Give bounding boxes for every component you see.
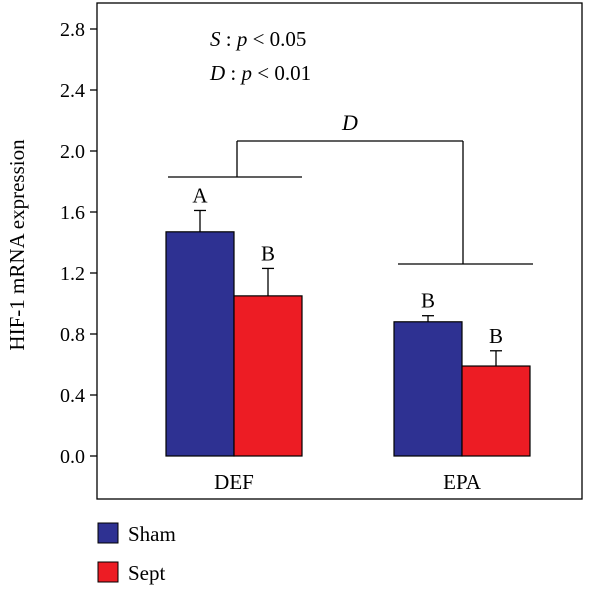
annotation-s: S : p < 0.05 <box>210 27 306 51</box>
legend-swatch-sham <box>97 522 119 544</box>
significance-letter: B <box>421 289 435 313</box>
bars <box>165 231 531 457</box>
y-tick-label: 0.8 <box>60 324 85 346</box>
significance-letter: B <box>261 241 275 265</box>
significance-letter: B <box>489 324 503 348</box>
legend: Sham Sept <box>97 522 176 585</box>
annotation-d: D : p < 0.01 <box>209 61 311 85</box>
y-tick-label: 2.4 <box>60 80 85 102</box>
legend-label-sham: Sham <box>128 522 176 546</box>
significance-letters: A B B B <box>192 183 503 347</box>
plot-frame <box>96 2 583 500</box>
bar-sham-def <box>165 231 235 457</box>
bar-sept-epa <box>461 365 531 457</box>
y-tick-label: 2.0 <box>60 141 85 163</box>
x-tick-label: DEF <box>214 470 254 494</box>
legend-label-sept: Sept <box>128 561 166 585</box>
x-axis-labels: DEF EPA <box>214 470 482 494</box>
x-tick-label: EPA <box>443 470 482 494</box>
y-axis-ticks: 0.0 0.4 0.8 1.2 1.6 2.0 2.4 2.8 <box>60 19 97 468</box>
bar-sept-def <box>233 295 303 457</box>
bar-sham-epa <box>393 321 463 457</box>
y-axis-label: HIF-1 mRNA expression <box>5 139 29 351</box>
bracket-label: D <box>341 110 358 135</box>
error-bars <box>194 209 502 367</box>
significance-bracket <box>168 140 533 265</box>
y-tick-label: 0.4 <box>60 385 85 407</box>
y-tick-label: 1.6 <box>60 202 85 224</box>
y-tick-label: 1.2 <box>60 263 85 285</box>
legend-swatch-sept <box>97 561 119 583</box>
significance-letter: A <box>192 183 208 207</box>
y-tick-label: 2.8 <box>60 19 85 41</box>
y-tick-label: 0.0 <box>60 446 85 468</box>
